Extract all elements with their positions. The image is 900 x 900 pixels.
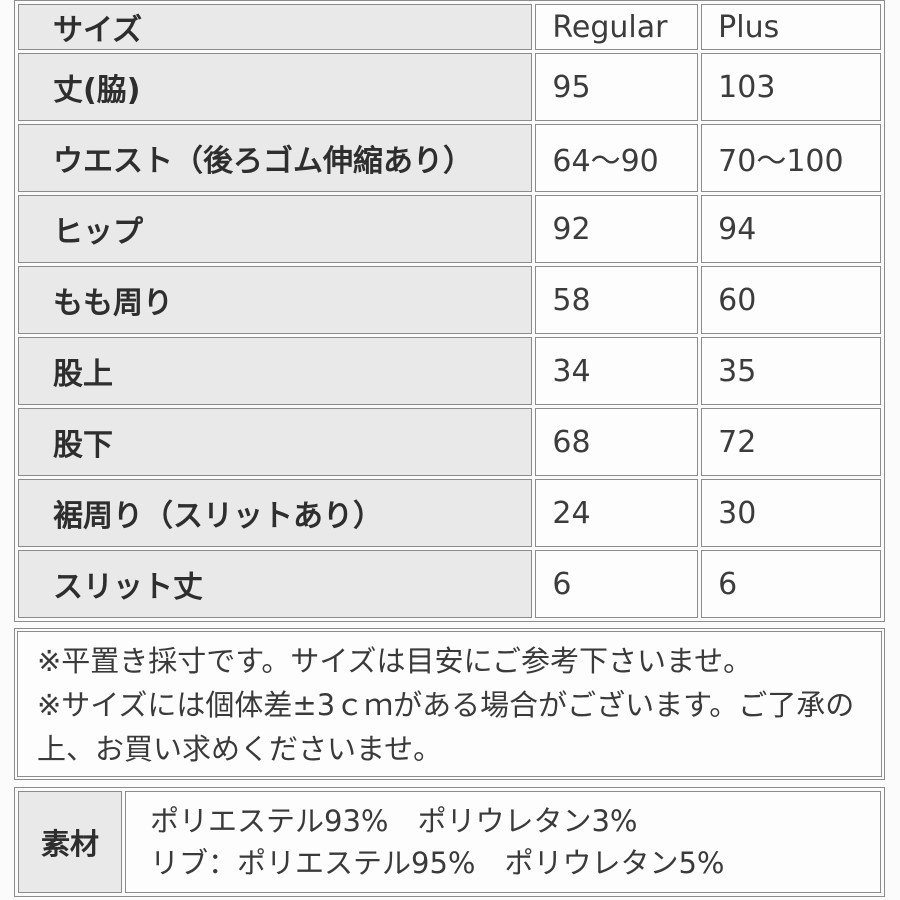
- row-label: 裾周り（スリットあり）: [18, 479, 533, 547]
- material-content: ポリエステル93% ポリウレタン3% リブ：ポリエステル95% ポリウレタン5%: [125, 791, 881, 893]
- row-label: 丈(脇): [18, 53, 533, 121]
- row-plus: 70〜100: [701, 124, 881, 192]
- material-label: 素材: [18, 791, 122, 893]
- material-composition-line2: リブ：ポリエステル95% ポリウレタン5%: [150, 846, 725, 880]
- row-regular: 95: [535, 53, 699, 121]
- table-row: スリット丈 6 6: [18, 550, 881, 618]
- table-row: ヒップ 92 94: [18, 195, 881, 263]
- row-regular: 6: [535, 550, 699, 618]
- row-plus: 6: [701, 550, 881, 618]
- table-row: 股下 68 72: [18, 408, 881, 476]
- row-plus: 72: [701, 408, 881, 476]
- measurement-note-line1: ※平置き採寸です。サイズは目安にご参考下さいませ。: [37, 644, 753, 678]
- row-regular: 58: [535, 266, 699, 334]
- row-regular: 68: [535, 408, 699, 476]
- table-row: 丈(脇) 95 103: [18, 53, 881, 121]
- row-label: 股上: [18, 337, 533, 405]
- row-label: ウエスト（後ろゴム伸縮あり）: [18, 124, 533, 192]
- row-plus: 60: [701, 266, 881, 334]
- row-regular: 92: [535, 195, 699, 263]
- table-row: もも周り 58 60: [18, 266, 881, 334]
- row-plus: 94: [701, 195, 881, 263]
- measurement-note-line2: ※サイズには個体差±3ｃｍがある場合がございます。ご了承の上、お買い求めください…: [37, 688, 855, 766]
- size-table-header-label: サイズ: [18, 4, 533, 50]
- size-table-header-plus: Plus: [701, 4, 881, 50]
- row-plus: 103: [701, 53, 881, 121]
- material-row: 素材 ポリエステル93% ポリウレタン3% リブ：ポリエステル95% ポリウレタ…: [18, 791, 881, 893]
- row-label: 股下: [18, 408, 533, 476]
- size-chart-page: サイズ Regular Plus 丈(脇) 95 103 ウエスト（後ろゴム伸縮…: [14, 0, 885, 897]
- table-row: ウエスト（後ろゴム伸縮あり） 64〜90 70〜100: [18, 124, 881, 192]
- size-table-header-row: サイズ Regular Plus: [18, 4, 881, 50]
- row-regular: 24: [535, 479, 699, 547]
- row-label: もも周り: [18, 266, 533, 334]
- row-label: ヒップ: [18, 195, 533, 263]
- row-plus: 30: [701, 479, 881, 547]
- measurement-notes: ※平置き採寸です。サイズは目安にご参考下さいませ。 ※サイズには個体差±3ｃｍが…: [14, 628, 885, 780]
- size-table-header-regular: Regular: [535, 4, 699, 50]
- row-plus: 35: [701, 337, 881, 405]
- size-table: サイズ Regular Plus 丈(脇) 95 103 ウエスト（後ろゴム伸縮…: [14, 0, 885, 622]
- material-table: 素材 ポリエステル93% ポリウレタン3% リブ：ポリエステル95% ポリウレタ…: [14, 787, 885, 897]
- row-regular: 64〜90: [535, 124, 699, 192]
- material-composition-line1: ポリエステル93% ポリウレタン3%: [150, 804, 638, 838]
- table-row: 裾周り（スリットあり） 24 30: [18, 479, 881, 547]
- row-label: スリット丈: [18, 550, 533, 618]
- table-row: 股上 34 35: [18, 337, 881, 405]
- row-regular: 34: [535, 337, 699, 405]
